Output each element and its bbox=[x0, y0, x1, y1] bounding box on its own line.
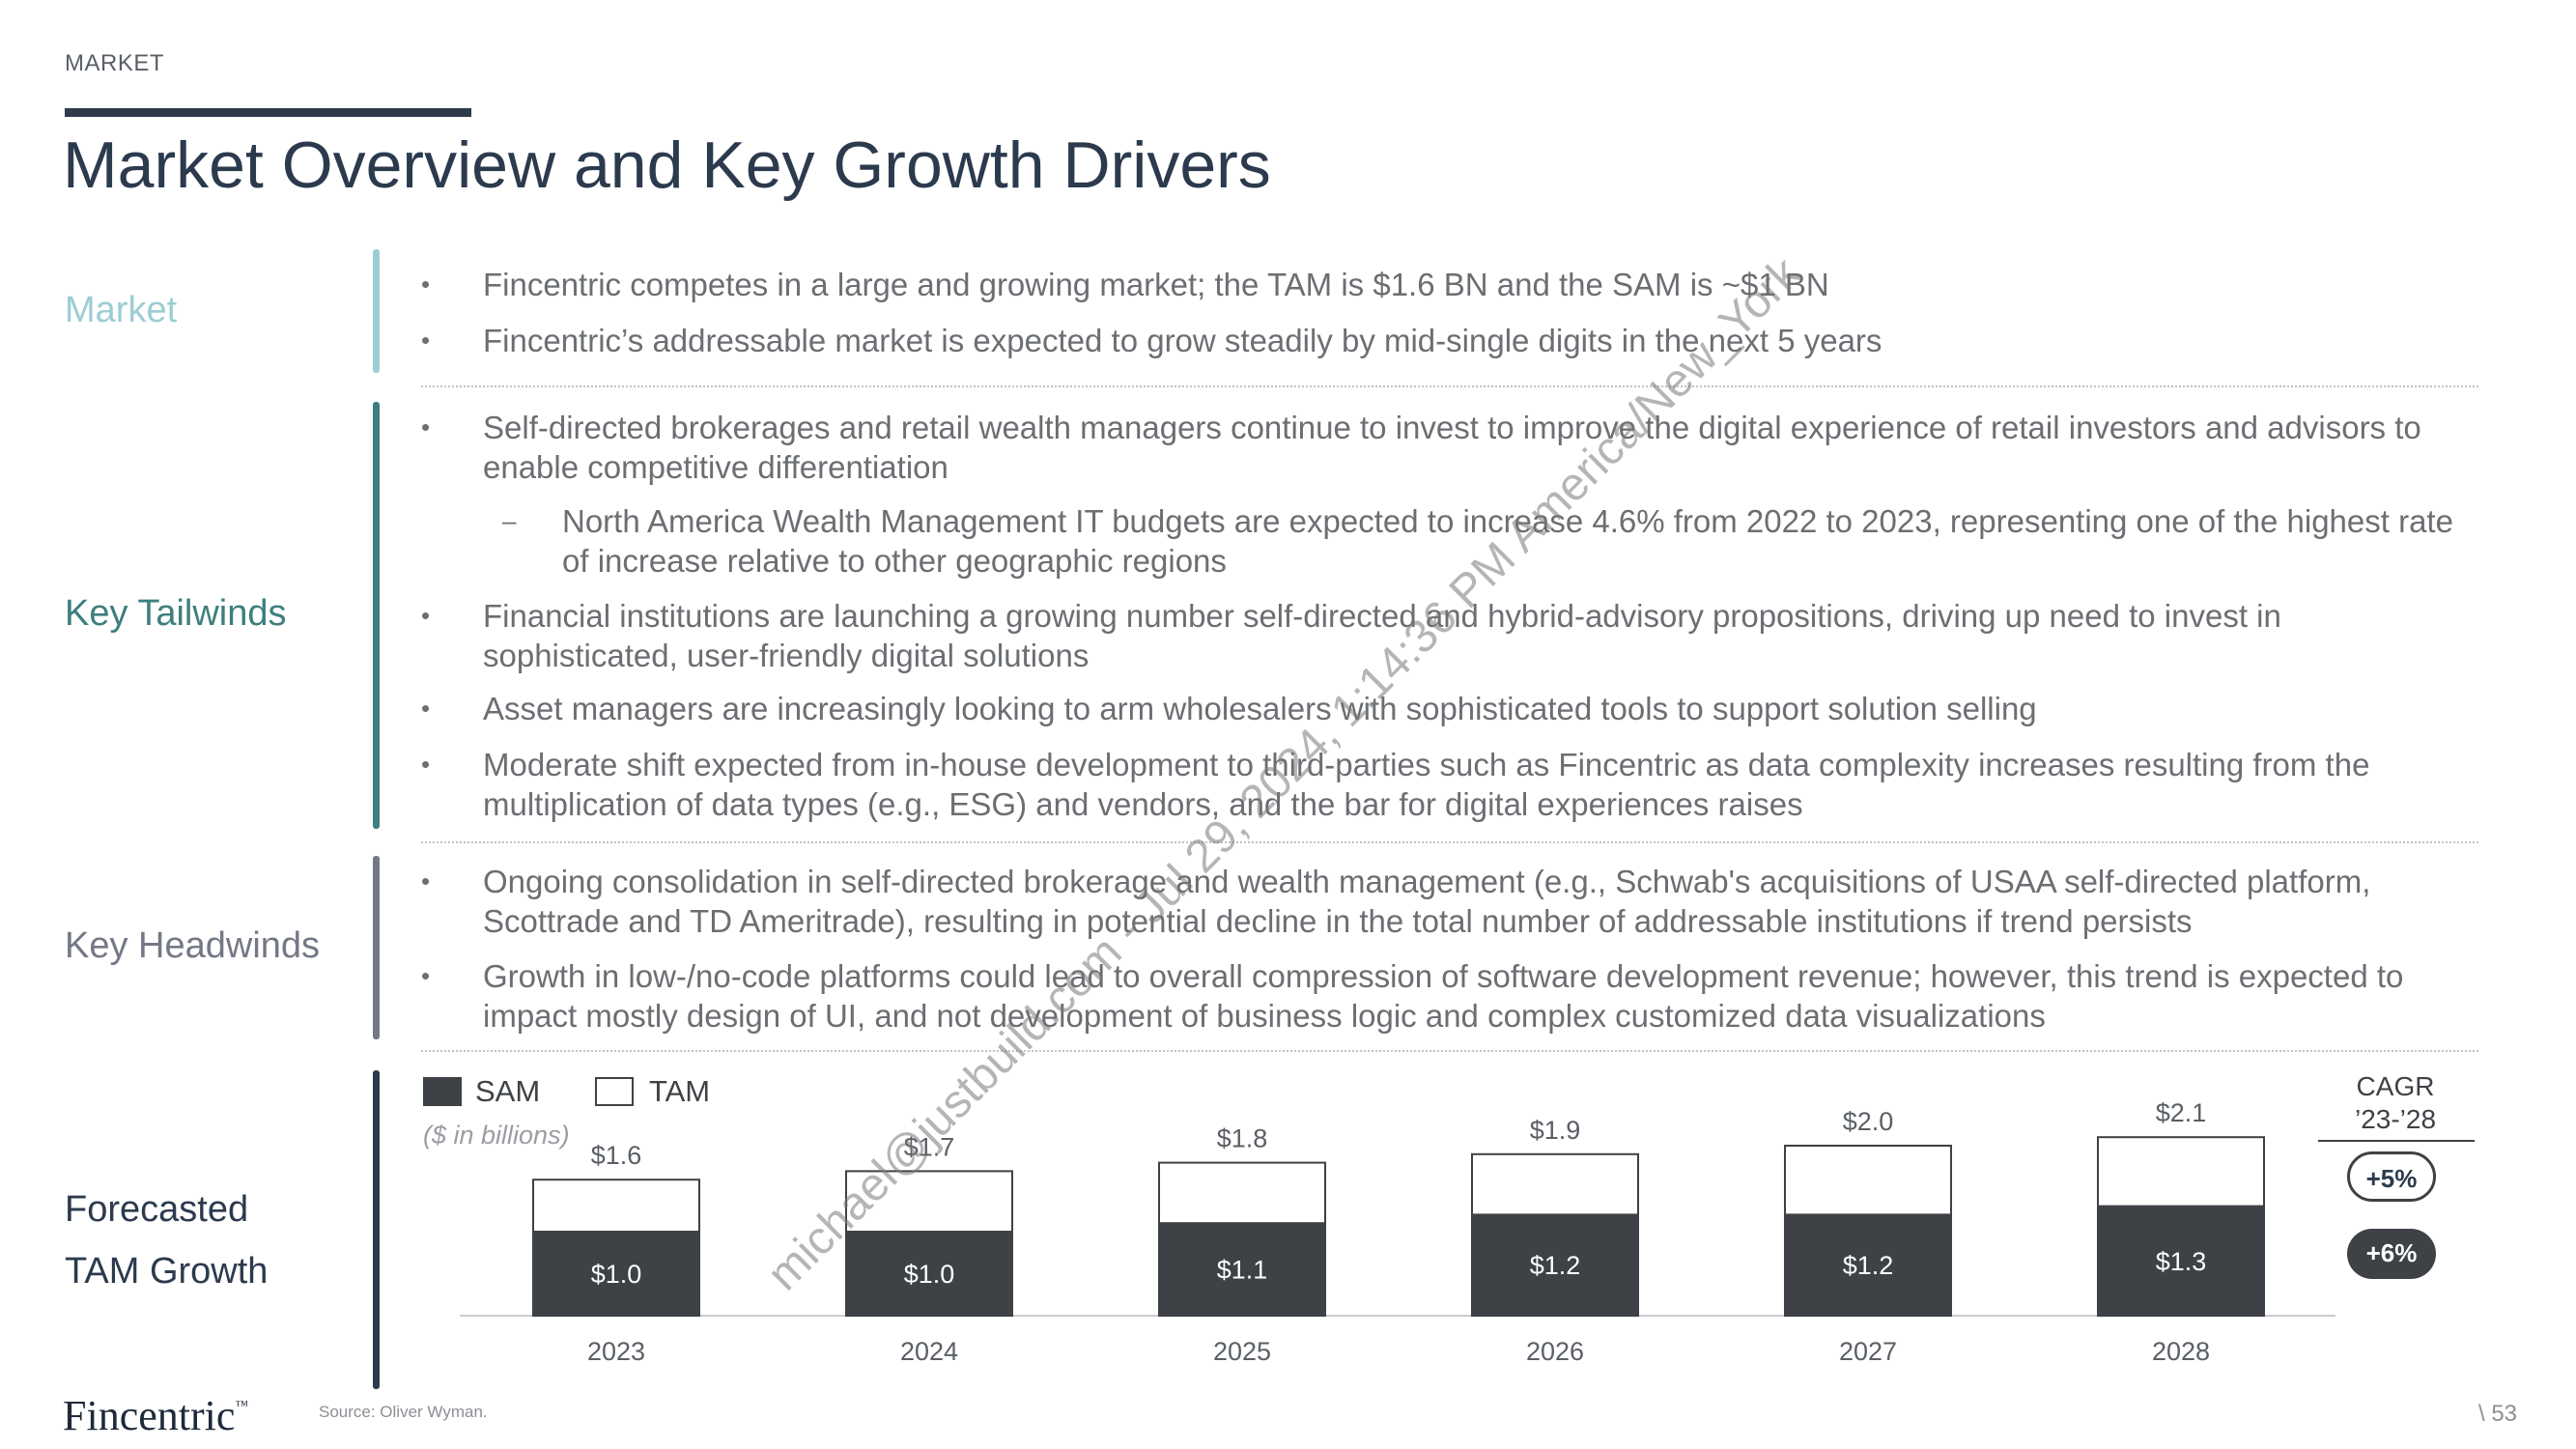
bullet-text: Growth in low-/no-code platforms could l… bbox=[483, 958, 2404, 1034]
page-number: \ 53 bbox=[2478, 1401, 2518, 1427]
fincentric-logo: Fincentric™ bbox=[63, 1391, 248, 1440]
x-tick-label: 2025 bbox=[1213, 1337, 1271, 1366]
cagr-tam-pill: +5% bbox=[2347, 1151, 2436, 1202]
legend-sam-label: SAM bbox=[475, 1074, 541, 1108]
sam-bar bbox=[2098, 1205, 2264, 1316]
x-tick-label: 2024 bbox=[900, 1337, 958, 1366]
x-tick-label: 2028 bbox=[2152, 1337, 2210, 1366]
sam-bar bbox=[1785, 1213, 1951, 1316]
forecast-bar bbox=[373, 1070, 380, 1389]
tam-value-label: $2.1 bbox=[2156, 1098, 2207, 1127]
tam-value-label: $2.0 bbox=[1843, 1107, 1894, 1136]
cagr-underline bbox=[2318, 1140, 2475, 1142]
sam-bar bbox=[533, 1231, 699, 1316]
bullet-marker: • bbox=[421, 412, 431, 441]
units-note: ($ in billions) bbox=[423, 1121, 570, 1150]
bullet-text: Fincentric competes in a large and growi… bbox=[483, 267, 1829, 302]
legend-tam-swatch bbox=[595, 1077, 634, 1106]
key-headwinds-label: Key Headwinds bbox=[65, 925, 321, 966]
tailwinds-bar bbox=[373, 402, 380, 829]
source-note: Source: Oliver Wyman. bbox=[319, 1403, 488, 1421]
sam-bar bbox=[1159, 1222, 1325, 1316]
divider bbox=[421, 385, 2478, 387]
bullet-marker: • bbox=[421, 270, 431, 298]
sam-value-label: $1.2 bbox=[1843, 1251, 1894, 1280]
sam-value-label: $1.0 bbox=[591, 1260, 642, 1289]
sam-bar bbox=[846, 1231, 1012, 1316]
market-label: Market bbox=[65, 290, 178, 330]
divider bbox=[421, 841, 2478, 843]
sam-bar bbox=[1472, 1213, 1638, 1316]
market-bar bbox=[373, 249, 380, 373]
bullet-text: Self-directed brokerages and retail weal… bbox=[483, 410, 2421, 485]
forecast-label: Forecasted TAM Growth bbox=[65, 1179, 268, 1302]
key-tailwinds-label: Key Tailwinds bbox=[65, 593, 287, 634]
trademark: ™ bbox=[235, 1399, 249, 1413]
bullet-marker: • bbox=[421, 601, 431, 630]
divider bbox=[421, 1050, 2478, 1052]
bullet-marker: • bbox=[421, 867, 431, 895]
forecast-label-line2: TAM Growth bbox=[65, 1251, 269, 1292]
legend-tam-label: TAM bbox=[649, 1074, 711, 1108]
title-accent-bar bbox=[65, 108, 471, 117]
tam-value-label: $1.8 bbox=[1217, 1124, 1268, 1153]
bullet-marker: • bbox=[421, 694, 431, 723]
sam-value-label: $1.0 bbox=[904, 1260, 955, 1289]
legend-sam-swatch bbox=[423, 1077, 462, 1106]
cagr-sam-pill: +6% bbox=[2347, 1229, 2436, 1279]
sam-value-label: $1.1 bbox=[1217, 1256, 1268, 1285]
tam-value-label: $1.6 bbox=[591, 1141, 642, 1170]
bullet-text: Moderate shift expected from in-house de… bbox=[483, 747, 2370, 822]
forecast-label-line1: Forecasted bbox=[65, 1189, 249, 1230]
bullet-text: Financial institutions are launching a g… bbox=[483, 598, 2281, 673]
headwinds-bar bbox=[373, 856, 380, 1039]
bullet-text: Fincentric’s addressable market is expec… bbox=[483, 323, 1882, 358]
cagr-header: CAGR ’23-’28 bbox=[2318, 1070, 2473, 1136]
x-tick-label: 2026 bbox=[1526, 1337, 1584, 1366]
page-title: Market Overview and Key Growth Drivers bbox=[63, 128, 1271, 202]
sam-value-label: $1.3 bbox=[2156, 1247, 2207, 1276]
bullet-text: Asset managers are increasingly looking … bbox=[483, 691, 2037, 726]
x-tick-label: 2023 bbox=[587, 1337, 645, 1366]
sub-bullet-marker: – bbox=[502, 506, 517, 535]
bullet-marker: • bbox=[421, 326, 431, 355]
bullet-marker: • bbox=[421, 961, 431, 990]
section-label: MARKET bbox=[65, 50, 165, 76]
cagr-header-line1: CAGR bbox=[2356, 1071, 2435, 1101]
bullet-text: North America Wealth Management IT budge… bbox=[562, 503, 2453, 579]
x-tick-label: 2027 bbox=[1839, 1337, 1897, 1366]
bullet-text: Ongoing consolidation in self-directed b… bbox=[483, 864, 2371, 939]
logo-text: Fincentric bbox=[63, 1392, 236, 1439]
sam-value-label: $1.2 bbox=[1530, 1251, 1581, 1280]
tam-value-label: $1.9 bbox=[1530, 1116, 1581, 1145]
cagr-header-line2: ’23-’28 bbox=[2354, 1104, 2437, 1134]
bullet-marker: • bbox=[421, 750, 431, 779]
tam-value-label: $1.7 bbox=[904, 1132, 955, 1161]
